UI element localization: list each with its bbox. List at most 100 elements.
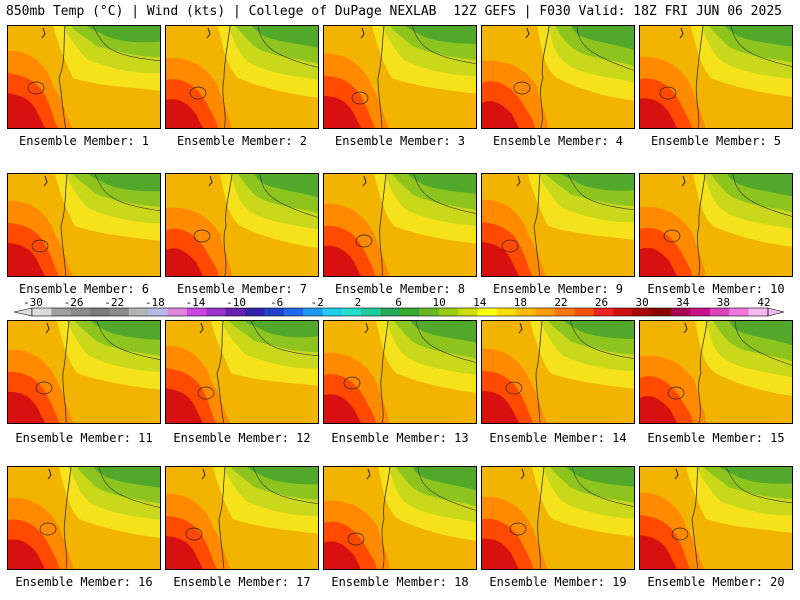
colorbar-swatch — [32, 308, 52, 316]
colorbar-swatch — [400, 308, 420, 316]
ensemble-member-label: Ensemble Member: 2 — [176, 134, 308, 148]
ensemble-member-label: Ensemble Member: 20 — [647, 575, 785, 589]
colorbar-tick-label: -26 — [64, 296, 84, 309]
ensemble-member-label: Ensemble Member: 16 — [15, 575, 153, 589]
colorbar-swatch — [90, 308, 110, 316]
colorbar-swatch — [574, 308, 594, 316]
colorbar-swatch — [613, 308, 633, 316]
colorbar-swatch — [516, 308, 536, 316]
colorbar-swatch — [690, 308, 711, 316]
temperature-color-scale: -30 -26 -22 -18 -14 -10 -6 -2 2 6 10 14 18 22 26 30 34 38… — [13, 296, 785, 317]
colorbar-tick-label: 30 — [636, 296, 649, 309]
ensemble-member-map — [323, 25, 477, 129]
ensemble-member-label: Ensemble Member: 18 — [331, 575, 469, 589]
colorbar-swatch — [283, 308, 304, 316]
map-title: 850mb Temp (°C) | Wind (kts) | College o… — [6, 4, 437, 19]
colorbar-left-arrow — [13, 307, 33, 317]
colorbar-tick-label: 34 — [676, 296, 690, 309]
ensemble-member-map — [481, 25, 635, 129]
ensemble-member-map — [7, 320, 161, 424]
colorbar-swatch — [632, 308, 653, 316]
colorbar-swatch — [729, 308, 749, 316]
ensemble-member-map — [165, 25, 319, 129]
ensemble-member-map — [481, 173, 635, 277]
colorbar-tick-label: -6 — [270, 296, 283, 309]
colorbar-swatch — [303, 308, 323, 316]
ensemble-member-map — [639, 466, 793, 570]
colorbar-tick-label: 6 — [395, 296, 402, 309]
ensemble-member-label: Ensemble Member: 11 — [15, 431, 153, 445]
colorbar-tick-label: 22 — [554, 296, 567, 309]
colorbar-swatch — [496, 308, 517, 316]
model-run-info: 12Z GEFS | F030 Valid: 18Z FRI JUN 06 20… — [453, 4, 782, 19]
ensemble-member-label: Ensemble Member: 13 — [331, 431, 469, 445]
colorbar-swatch — [361, 308, 381, 316]
colorbar-swatch — [438, 308, 459, 316]
ensemble-member-label: Ensemble Member: 3 — [334, 134, 466, 148]
colorbar-swatch — [341, 308, 362, 316]
colorbar-swatch — [651, 308, 672, 316]
colorbar-swatch — [206, 308, 226, 316]
colorbar-tick-label: -10 — [226, 296, 246, 309]
colorbar-right-arrow — [767, 307, 785, 317]
colorbar-tick-label: 26 — [595, 296, 608, 309]
colorbar-swatch — [322, 308, 343, 316]
colorbar-swatch — [535, 308, 556, 316]
ensemble-member-map — [639, 320, 793, 424]
colorbar-swatch — [51, 308, 72, 316]
ensemble-member-map — [7, 25, 161, 129]
colorbar-tick-label: 18 — [514, 296, 527, 309]
colorbar-swatch — [245, 308, 265, 316]
ensemble-member-map — [7, 466, 161, 570]
colorbar-swatch — [554, 308, 575, 316]
colorbar-tick-label: 42 — [757, 296, 770, 309]
colorbar-swatch — [477, 308, 498, 316]
colorbar-swatch — [109, 308, 130, 316]
ensemble-member-label: Ensemble Member: 5 — [650, 134, 782, 148]
ensemble-member-label: Ensemble Member: 9 — [492, 282, 624, 296]
ensemble-member-label: Ensemble Member: 14 — [489, 431, 627, 445]
colorbar-tick-label: 38 — [717, 296, 730, 309]
ensemble-member-label: Ensemble Member: 1 — [18, 134, 150, 148]
colorbar-tick-label: -30 — [23, 296, 43, 309]
ensemble-member-map — [639, 25, 793, 129]
colorbar-swatch — [225, 308, 246, 316]
colorbar-tick-label: -2 — [311, 296, 324, 309]
colorbar-swatch — [264, 308, 285, 316]
ensemble-member-map — [481, 466, 635, 570]
ensemble-member-map — [639, 173, 793, 277]
ensemble-member-label: Ensemble Member: 12 — [173, 431, 311, 445]
ensemble-member-label: Ensemble Member: 7 — [176, 282, 308, 296]
ensemble-member-map — [323, 173, 477, 277]
ensemble-member-map — [7, 173, 161, 277]
ensemble-member-map — [481, 320, 635, 424]
ensemble-member-map — [165, 173, 319, 277]
ensemble-member-label: Ensemble Member: 19 — [489, 575, 627, 589]
colorbar-swatch — [186, 308, 207, 316]
colorbar-swatch — [167, 308, 188, 316]
ensemble-member-map — [165, 466, 319, 570]
ensemble-member-label: Ensemble Member: 6 — [18, 282, 150, 296]
ensemble-member-label: Ensemble Member: 17 — [173, 575, 311, 589]
colorbar-swatch — [593, 308, 614, 316]
colorbar-swatch — [380, 308, 401, 316]
colorbar-swatch — [458, 308, 478, 316]
colorbar-swatch — [419, 308, 440, 316]
ensemble-member-map — [323, 466, 477, 570]
colorbar-tick-label: -14 — [186, 296, 206, 309]
colorbar-tick-label: 14 — [473, 296, 487, 309]
colorbar-tick-label: 10 — [432, 296, 445, 309]
ensemble-member-map — [323, 320, 477, 424]
colorbar-swatch — [671, 308, 691, 316]
ensemble-member-label: Ensemble Member: 8 — [334, 282, 466, 296]
colorbar-swatch — [148, 308, 168, 316]
ensemble-member-map — [165, 320, 319, 424]
colorbar-swatch — [128, 308, 149, 316]
colorbar-swatch — [709, 308, 730, 316]
ensemble-member-label: Ensemble Member: 10 — [647, 282, 785, 296]
colorbar-swatch — [70, 308, 91, 316]
colorbar-tick-label: -22 — [104, 296, 124, 309]
ensemble-member-label: Ensemble Member: 15 — [647, 431, 785, 445]
ensemble-member-label: Ensemble Member: 4 — [492, 134, 624, 148]
colorbar-swatch — [748, 308, 769, 316]
